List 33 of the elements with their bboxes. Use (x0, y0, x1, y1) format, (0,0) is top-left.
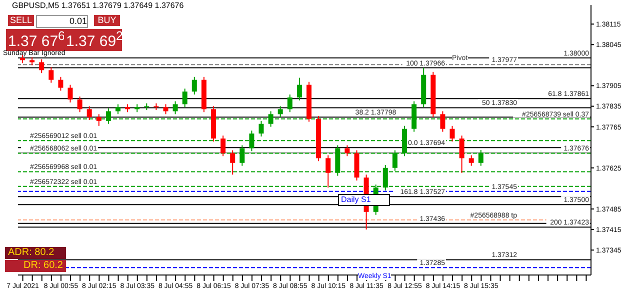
candlestick (96, 114, 102, 126)
candlestick (192, 76, 197, 96)
annotation: SELL (8, 15, 34, 26)
candlestick (116, 104, 120, 115)
candlestick (468, 154, 474, 166)
candlestick (182, 88, 188, 108)
candlestick (258, 120, 264, 137)
annotation: DR: 60.2 (5, 260, 66, 272)
candlestick (326, 154, 331, 188)
candlestick (172, 100, 178, 115)
annotation: GBPUSD,M5 1.37651 1.37679 1.37649 1.37676 (12, 1, 184, 11)
candlestick (440, 110, 446, 132)
candlestick (344, 144, 350, 157)
candlestick (86, 106, 92, 121)
candlestick (287, 94, 292, 113)
candlestick (48, 66, 54, 84)
candlestick (77, 96, 82, 113)
candlestick (68, 84, 73, 103)
candlestick (220, 135, 226, 157)
annotation: ADR: 80.2 (5, 247, 66, 259)
candlestick (296, 77, 302, 101)
annotation: Daily S1 (338, 194, 390, 206)
annotation: 1.37 67$^{6}$ (6, 29, 65, 51)
annotation: 1.37 69$^{2}$ (64, 29, 123, 51)
candlestick (450, 125, 455, 142)
candlestick (163, 104, 168, 115)
annotation: BUY (94, 15, 120, 26)
candlestick (278, 106, 283, 118)
candlestick (459, 135, 464, 174)
candlestick (39, 58, 44, 74)
candlestick (230, 150, 236, 176)
candlestick (58, 76, 64, 92)
quantity-field: 0.01 (36, 15, 88, 28)
